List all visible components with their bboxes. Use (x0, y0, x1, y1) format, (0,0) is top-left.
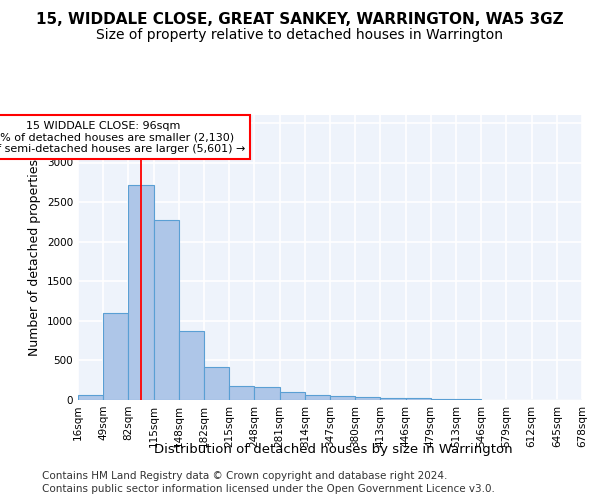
Bar (154, 220, 179, 400)
Bar (330, 396, 355, 400)
Bar (204, 367, 229, 400)
Text: Contains HM Land Registry data © Crown copyright and database right 2024.: Contains HM Land Registry data © Crown c… (42, 471, 448, 481)
Bar (103, 313, 128, 400)
Bar (128, 184, 154, 400)
Bar (431, 399, 456, 400)
Bar (456, 399, 481, 400)
Bar (254, 387, 280, 400)
Bar (78, 395, 103, 400)
Bar (229, 386, 254, 400)
Bar (406, 398, 431, 400)
Text: 15 WIDDALE CLOSE: 96sqm
← 27% of detached houses are smaller (2,130)
72% of semi: 15 WIDDALE CLOSE: 96sqm ← 27% of detache… (0, 120, 245, 154)
Bar (380, 398, 406, 400)
Bar (179, 331, 204, 400)
Bar (305, 395, 330, 400)
Y-axis label: Number of detached properties: Number of detached properties (28, 159, 41, 356)
Text: Distribution of detached houses by size in Warrington: Distribution of detached houses by size … (154, 442, 512, 456)
Text: 15, WIDDALE CLOSE, GREAT SANKEY, WARRINGTON, WA5 3GZ: 15, WIDDALE CLOSE, GREAT SANKEY, WARRING… (36, 12, 564, 28)
Text: Size of property relative to detached houses in Warrington: Size of property relative to detached ho… (97, 28, 503, 42)
Bar (280, 392, 305, 400)
Bar (355, 397, 380, 400)
Text: Contains public sector information licensed under the Open Government Licence v3: Contains public sector information licen… (42, 484, 495, 494)
